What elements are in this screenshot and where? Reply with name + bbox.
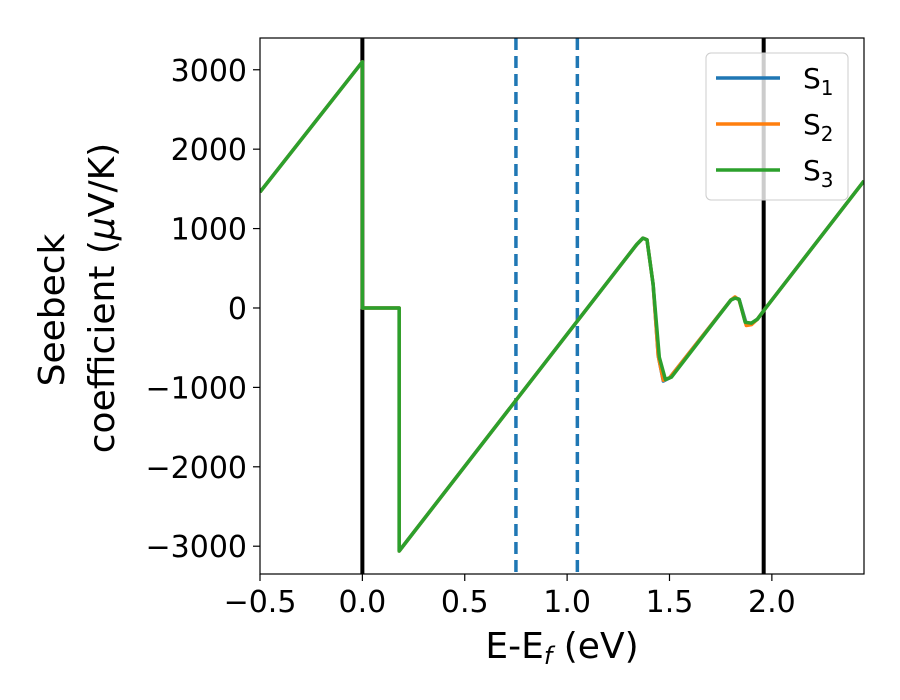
y-axis: 3000 2000 1000 0 −1000 −2000 −3000 <box>146 54 260 565</box>
legend: S1 S2 S3 <box>705 52 849 201</box>
x-axis-label: E-Ef (eV) <box>485 626 638 670</box>
x-tick-label: −0.5 <box>224 585 297 620</box>
y-axis-label-line2: coefficient (μV/K) <box>82 143 123 453</box>
x-tick-label: 1.0 <box>543 585 591 620</box>
y-tick-label: 2000 <box>171 133 247 168</box>
plot-frame <box>259 37 865 575</box>
y-tick-label: 1000 <box>171 213 247 248</box>
legend-label-S2: S2 <box>803 108 834 146</box>
series-lines <box>260 60 864 553</box>
x-tick-label: 0.0 <box>339 585 387 620</box>
legend-label-S1: S1 <box>803 62 834 100</box>
series-line-S3 <box>260 60 864 553</box>
reference-lines <box>360 38 766 574</box>
y-tick-label: −3000 <box>146 530 247 565</box>
x-tick-label: 0.5 <box>441 585 489 620</box>
legend-box <box>705 52 849 201</box>
y-tick-label: 3000 <box>171 54 247 89</box>
x-axis: −0.5 0.0 0.5 1.0 1.5 2.0 <box>224 574 796 620</box>
y-tick-label: −2000 <box>146 451 247 486</box>
y-axis-label-line1: Seebeck <box>32 233 73 386</box>
x-tick-label: 2.0 <box>748 585 796 620</box>
x-tick-label: 1.5 <box>646 585 694 620</box>
y-axis-label: Seebeck coefficient (μV/K) <box>32 143 123 453</box>
legend-label-S3: S3 <box>803 154 834 192</box>
y-tick-label: −1000 <box>146 371 247 406</box>
y-tick-label: 0 <box>228 292 247 327</box>
